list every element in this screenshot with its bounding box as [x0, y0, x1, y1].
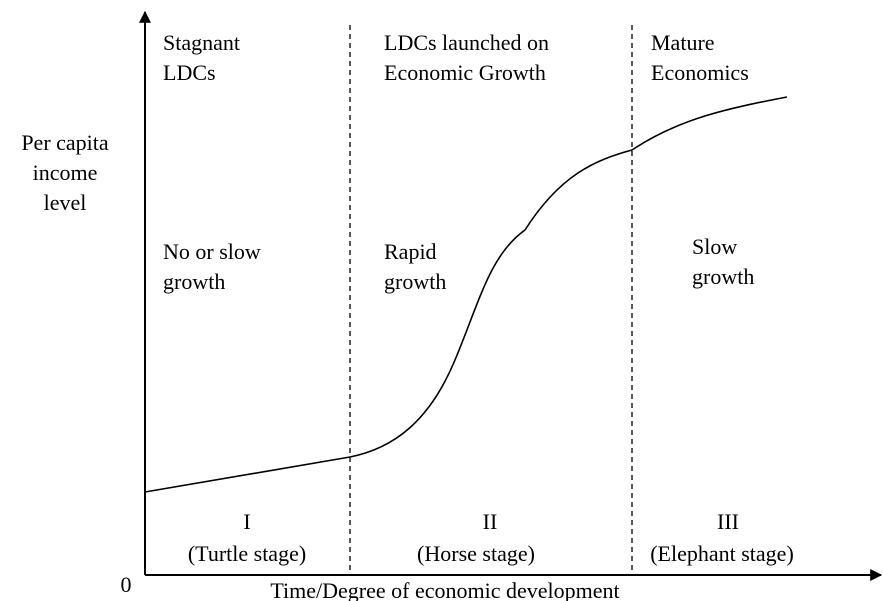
- y-axis-label: level: [44, 190, 87, 215]
- stage-heading: LDCs: [163, 60, 216, 85]
- stage-heading: Economics: [651, 60, 749, 85]
- stage-heading: Economic Growth: [384, 60, 546, 85]
- stage-numeral: II: [483, 509, 498, 534]
- stage-numeral: III: [717, 509, 739, 534]
- growth-label: growth: [692, 264, 754, 289]
- stage-name: (Turtle stage): [188, 541, 306, 566]
- stage-heading: Stagnant: [163, 30, 240, 55]
- stage-heading: LDCs launched on: [384, 30, 549, 55]
- stage-name: (Elephant stage): [650, 541, 794, 566]
- growth-curve: [144, 96, 788, 493]
- growth-label: No or slow: [163, 239, 261, 264]
- x-axis-label: Time/Degree of economic development: [270, 578, 619, 601]
- stage-heading: Mature: [651, 30, 715, 55]
- origin-label: 0: [121, 572, 132, 597]
- growth-label: growth: [384, 269, 446, 294]
- stage-name: (Horse stage): [417, 541, 535, 566]
- y-axis-label: income: [33, 160, 98, 185]
- growth-label: Slow: [692, 234, 737, 259]
- stage-numeral: I: [243, 509, 250, 534]
- y-axis-label: Per capita: [21, 130, 109, 155]
- growth-label: growth: [163, 269, 225, 294]
- growth-label: Rapid: [384, 239, 437, 264]
